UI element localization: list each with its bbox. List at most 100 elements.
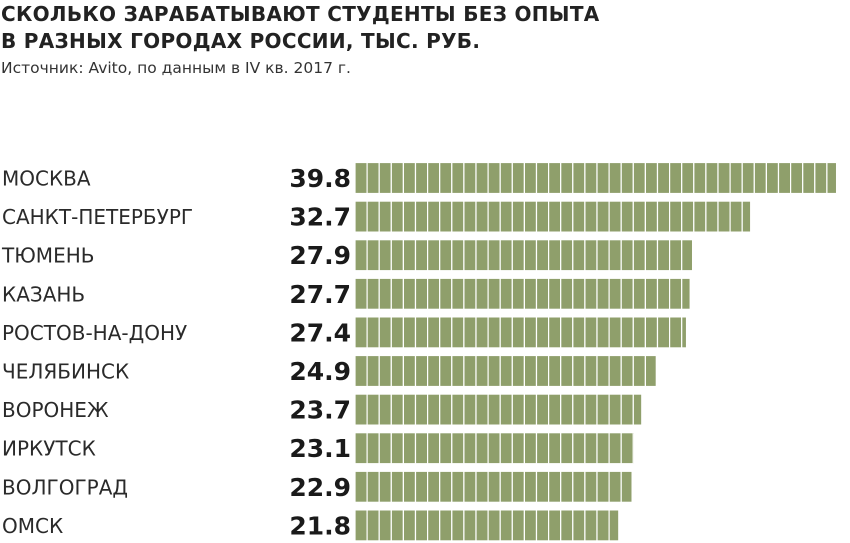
bar-segment	[523, 239, 538, 272]
chart-source: Источник: Avito, по данным в IV кв. 2017…	[1, 59, 351, 77]
bar-segment	[439, 239, 453, 272]
bar-segment	[499, 393, 513, 426]
bar-segment	[366, 239, 380, 272]
bar-segment	[814, 161, 828, 195]
bar-segment	[547, 393, 562, 426]
bar-segment	[511, 354, 525, 388]
bar-segment	[366, 354, 380, 388]
bar-segment	[681, 161, 695, 195]
bar-segment	[378, 432, 392, 465]
bar-segment	[584, 470, 598, 503]
bar	[354, 432, 636, 465]
bar-segment	[390, 200, 404, 233]
bar-segment	[354, 200, 368, 233]
bar-segment	[390, 161, 404, 195]
bar-segment	[668, 200, 683, 233]
bar-segment	[414, 277, 429, 310]
value-label: 22.9	[289, 473, 351, 502]
bar-segment	[596, 316, 610, 349]
value-label: 27.4	[289, 318, 351, 347]
bar-segment	[547, 316, 562, 349]
bar-segment	[608, 239, 622, 272]
bar-segment	[390, 239, 404, 272]
bar-segment	[463, 277, 477, 310]
bar-segment	[741, 161, 755, 195]
bar-segment	[414, 161, 429, 195]
bar-segment	[439, 393, 453, 426]
bar-segment	[414, 432, 429, 465]
bar-segment	[620, 239, 634, 272]
bar-segment	[632, 239, 646, 272]
bar-segment	[511, 509, 525, 542]
bar-segment	[668, 161, 683, 195]
bar-segment	[705, 200, 719, 233]
bar-segment	[475, 239, 489, 272]
bar	[354, 239, 694, 272]
bar-segment	[463, 470, 477, 503]
bar	[354, 393, 643, 426]
category-label: МОСКВА	[2, 167, 91, 191]
bar	[354, 470, 633, 503]
bar-segment	[560, 470, 574, 503]
bar-segment	[511, 200, 525, 233]
bar-segment	[608, 277, 622, 310]
bar-segment	[414, 316, 429, 349]
bar-segment	[427, 470, 441, 503]
value-label: 23.7	[289, 396, 351, 425]
bar-segment	[487, 200, 501, 233]
bar-segment	[378, 161, 392, 195]
bar-segment	[463, 316, 477, 349]
bar-segment	[741, 200, 752, 233]
bar-segment	[668, 277, 683, 310]
bar-segment	[378, 316, 392, 349]
bar-segment	[366, 470, 380, 503]
bar-segment	[499, 316, 513, 349]
bar-segment	[523, 161, 538, 195]
bar-segment	[535, 200, 550, 233]
bar-segment	[572, 316, 586, 349]
bar-segment	[427, 316, 441, 349]
bar-segment	[729, 200, 743, 233]
bar-segment	[427, 509, 441, 542]
bar-segment	[656, 277, 671, 310]
bar-segment	[511, 316, 525, 349]
bar-segment	[475, 470, 489, 503]
bar-segment	[487, 316, 501, 349]
bar-segment	[378, 470, 392, 503]
bar-segment	[427, 200, 441, 233]
bar-segment	[584, 509, 598, 542]
bar-segment	[632, 432, 636, 465]
bar-segment	[826, 161, 838, 195]
bar-segment	[656, 239, 671, 272]
bar-segment	[572, 277, 586, 310]
bar-segment	[584, 354, 598, 388]
bar-segment	[439, 161, 453, 195]
bar-segment	[560, 393, 574, 426]
bar-segment	[487, 432, 501, 465]
bar-segment	[608, 161, 622, 195]
bar-segment	[729, 161, 743, 195]
bar-segment	[487, 277, 501, 310]
bar-segment	[572, 161, 586, 195]
bar-segment	[499, 432, 513, 465]
bar-segment	[475, 277, 489, 310]
bar-segment	[535, 470, 550, 503]
chart-title-line-2: В РАЗНЫХ ГОРОДАХ РОССИИ, ТЫС. РУБ.	[1, 29, 481, 53]
bar-segment	[414, 509, 429, 542]
bar-segment	[753, 161, 767, 195]
bar-segment	[451, 470, 465, 503]
bar-segment	[487, 354, 501, 388]
bar-segment	[414, 470, 429, 503]
bar-segment	[451, 239, 465, 272]
bar-segment	[366, 161, 380, 195]
bar-segment	[499, 239, 513, 272]
bar-segment	[547, 200, 562, 233]
bar-segment	[366, 509, 380, 542]
bar-segment	[560, 239, 574, 272]
bar-segment	[596, 277, 610, 310]
bar	[354, 509, 620, 542]
bar-segment	[668, 316, 683, 349]
bar-segment	[402, 239, 417, 272]
bar-segment	[717, 161, 731, 195]
bar	[354, 161, 838, 195]
